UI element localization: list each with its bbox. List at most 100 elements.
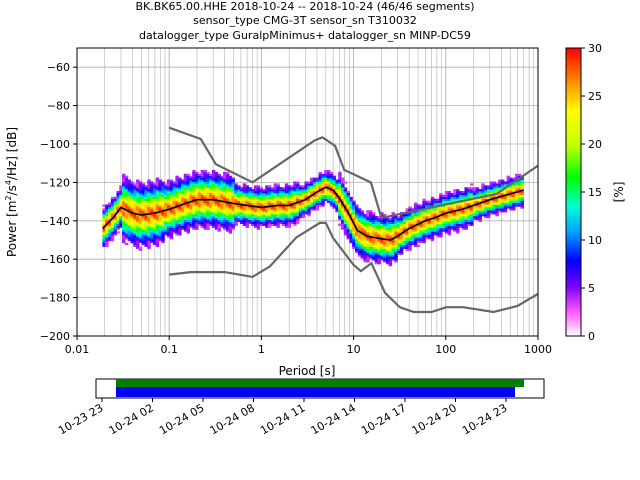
density-cell	[259, 219, 263, 223]
density-cell	[133, 185, 137, 188]
density-cell	[366, 219, 370, 223]
density-cell	[223, 219, 227, 223]
density-cell	[326, 173, 331, 176]
density-cell	[310, 189, 314, 192]
density-cell	[425, 200, 429, 203]
density-cell	[478, 216, 482, 219]
density-cell	[133, 227, 137, 230]
density-cell	[301, 204, 306, 207]
density-cell	[293, 192, 297, 196]
density-cell	[506, 200, 510, 203]
density-cell	[124, 212, 129, 215]
density-cell	[298, 216, 303, 219]
density-cell	[442, 214, 446, 217]
density-cell	[169, 210, 174, 213]
density-cell	[332, 183, 336, 186]
density-cell	[239, 202, 244, 205]
density-cell	[155, 181, 160, 184]
density-cell	[197, 192, 202, 196]
density-cell	[444, 194, 449, 198]
density-cell	[253, 214, 258, 217]
density-cell	[192, 169, 196, 173]
chart-title: BK.BK65.00.HHE 2018-10-24 -- 2018-10-24 …	[135, 0, 474, 42]
density-cell	[377, 239, 381, 242]
density-cell	[439, 221, 443, 224]
density-cell	[136, 206, 140, 209]
density-cell	[147, 194, 151, 198]
density-cell	[458, 225, 463, 228]
density-cell	[357, 252, 362, 255]
density-cell	[486, 202, 491, 205]
density-cell	[296, 194, 300, 198]
density-cell	[397, 242, 401, 246]
density-cell	[343, 200, 348, 203]
density-cell	[408, 221, 412, 224]
density-cell	[433, 214, 438, 217]
density-cell	[498, 185, 502, 188]
density-cell	[197, 214, 202, 217]
density-cell	[206, 194, 210, 198]
density-cell	[186, 229, 191, 232]
density-cell	[357, 235, 362, 238]
density-cell	[209, 194, 213, 198]
density-cell	[200, 177, 205, 180]
density-cell	[152, 217, 157, 221]
density-cell	[340, 191, 345, 194]
density-cell	[498, 206, 502, 209]
density-cell	[253, 185, 258, 188]
density-cell	[377, 254, 381, 257]
density-cell	[130, 225, 134, 228]
density-cell	[321, 194, 325, 198]
density-cell	[164, 192, 168, 196]
density-cell	[343, 233, 348, 236]
density-cell	[166, 200, 171, 203]
density-cell	[245, 196, 249, 200]
density-cell	[433, 219, 438, 223]
density-cell	[133, 233, 137, 236]
density-cell	[478, 217, 482, 221]
density-cell	[150, 198, 154, 201]
density-cell	[509, 198, 513, 201]
density-cell	[419, 227, 423, 230]
density-cell	[217, 208, 221, 211]
density-cell	[377, 248, 381, 251]
density-cell	[150, 191, 154, 194]
density-cell	[217, 227, 221, 230]
density-cell	[509, 204, 513, 207]
density-cell	[223, 187, 227, 190]
density-cell	[279, 210, 283, 213]
density-cell	[136, 208, 140, 211]
density-cell	[265, 225, 269, 228]
density-cell	[296, 204, 300, 207]
density-cell	[186, 198, 191, 201]
density-cell	[209, 173, 213, 176]
density-cell	[282, 217, 286, 221]
density-cell	[307, 198, 311, 201]
density-cell	[380, 231, 384, 234]
density-cell	[464, 225, 468, 228]
density-cell	[293, 181, 297, 184]
density-cell	[147, 237, 151, 240]
density-cell	[355, 210, 359, 213]
density-cell	[402, 225, 407, 228]
density-cell	[442, 206, 446, 209]
density-cell	[189, 221, 193, 224]
density-cell	[385, 240, 390, 244]
density-cell	[122, 179, 126, 182]
density-cell	[450, 212, 454, 215]
density-cell	[192, 206, 196, 209]
density-cell	[256, 192, 261, 196]
density-cell	[203, 206, 207, 209]
density-cell	[450, 198, 454, 201]
density-cell	[141, 227, 146, 230]
density-cell	[371, 240, 376, 244]
density-cell	[265, 191, 269, 194]
density-cell	[296, 210, 300, 213]
density-cell	[335, 189, 339, 192]
density-cell	[256, 204, 261, 207]
density-cell	[402, 216, 407, 219]
density-cell	[346, 235, 350, 238]
density-cell	[411, 227, 415, 230]
density-cell	[509, 206, 513, 209]
density-cell	[147, 231, 151, 234]
